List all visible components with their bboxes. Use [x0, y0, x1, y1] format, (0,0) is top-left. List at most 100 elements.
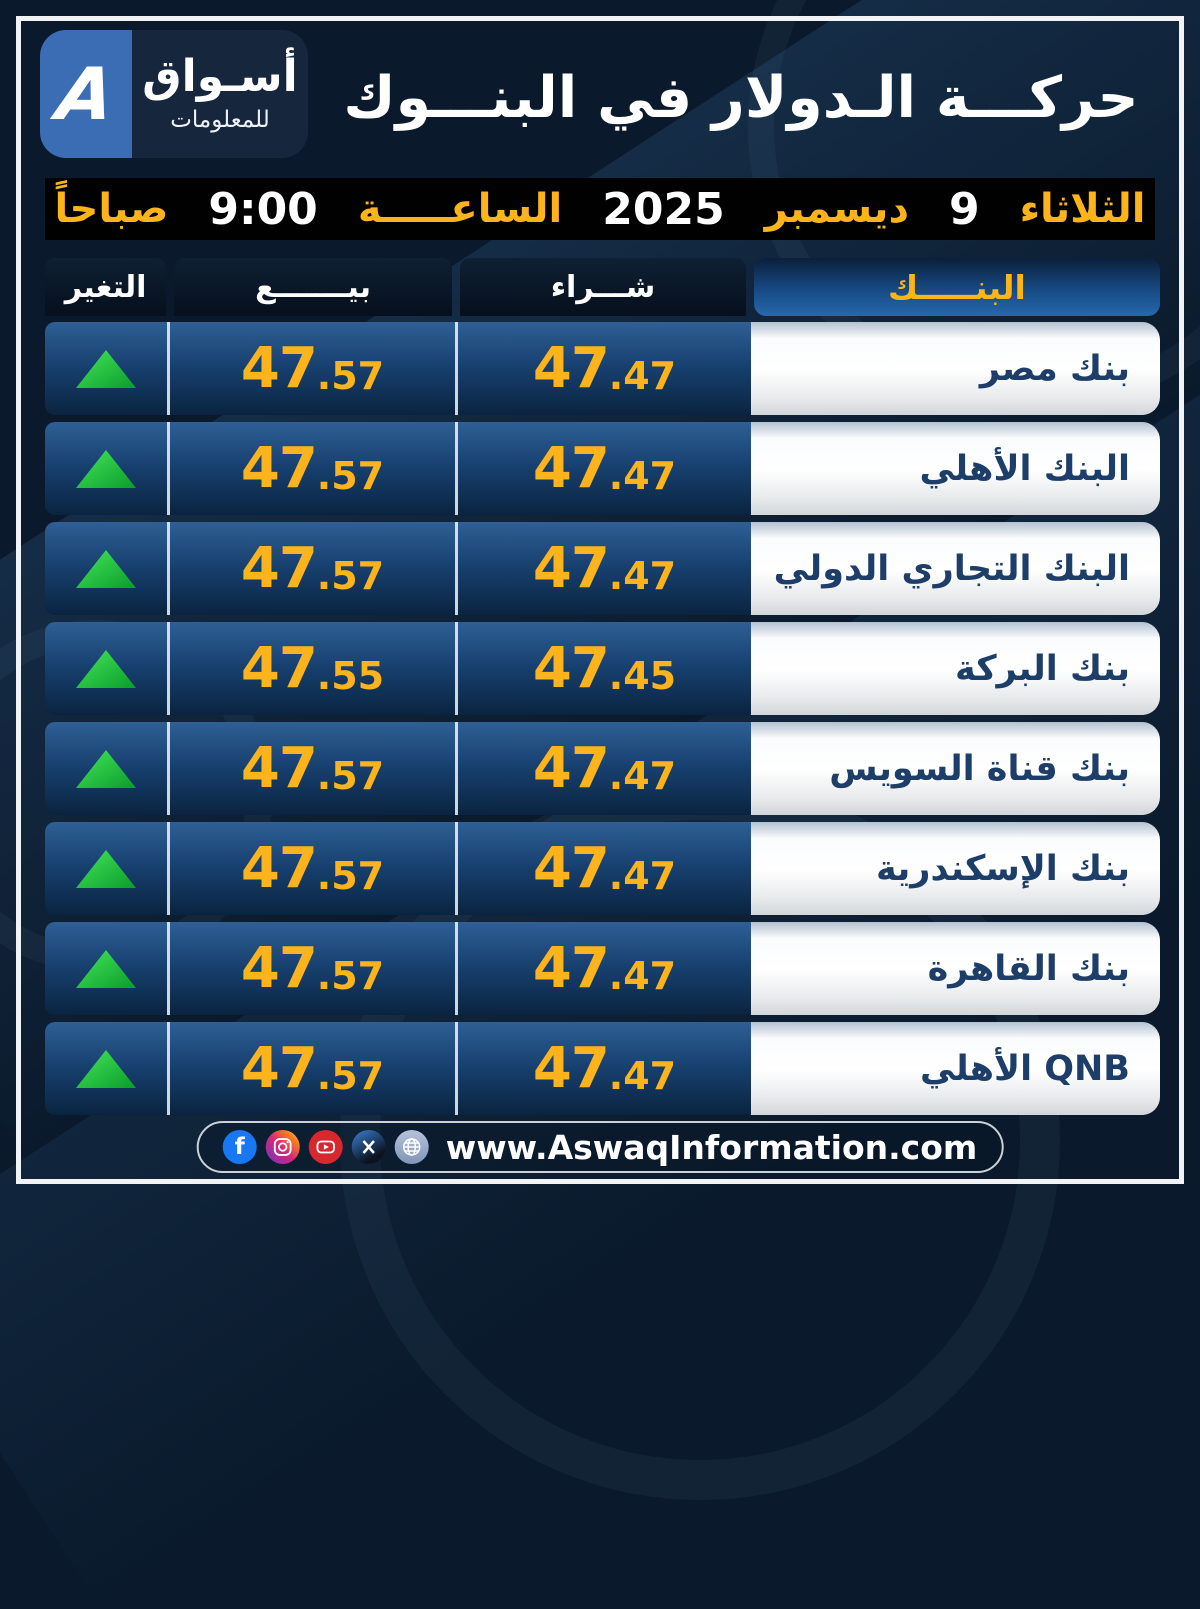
column-divider: [167, 322, 170, 415]
buy-price: 47.45: [533, 640, 677, 698]
buy-int: 47: [532, 335, 610, 401]
column-divider: [167, 922, 170, 1015]
website-url[interactable]: www.AswaqInformation.com: [445, 1127, 978, 1167]
column-divider: [455, 322, 458, 415]
buy-cell: 47.47: [458, 422, 751, 515]
bank-name: بنك القاهرة: [927, 948, 1130, 989]
date-year: 2025: [602, 183, 725, 235]
bank-cell: بنك قناة السويس: [751, 722, 1160, 815]
sell-int: 47: [240, 435, 318, 501]
column-divider: [455, 922, 458, 1015]
row-values-block: 47.57 47.47: [45, 922, 751, 1015]
sell-int: 47: [240, 335, 318, 401]
up-arrow-icon: [76, 949, 136, 988]
bank-name: بنك قناة السويس: [829, 748, 1130, 789]
header-change: التغير: [45, 258, 167, 316]
up-arrow-icon: [76, 849, 136, 888]
column-divider: [455, 522, 458, 615]
buy-cell: 47.47: [458, 522, 751, 615]
row-values-block: 47.57 47.47: [45, 522, 751, 615]
sell-dec: .57: [316, 453, 385, 498]
buy-dec: .47: [608, 1053, 677, 1098]
instagram-icon[interactable]: [265, 1130, 300, 1164]
globe-icon[interactable]: [394, 1130, 429, 1164]
up-arrow-icon: [76, 649, 136, 688]
buy-dec: .47: [608, 553, 677, 598]
facebook-icon[interactable]: f: [222, 1130, 257, 1164]
bank-cell: QNB الأهلي: [751, 1022, 1160, 1115]
sell-cell: 47.57: [170, 822, 455, 915]
bank-cell: بنك القاهرة: [751, 922, 1160, 1015]
table-row: 47.57 47.47 QNB الأهلي: [45, 1022, 1160, 1115]
buy-dec: .45: [608, 653, 677, 698]
sell-cell: 47.55: [170, 622, 455, 715]
youtube-icon[interactable]: [308, 1130, 343, 1164]
bank-name: البنك التجاري الدولي: [773, 548, 1130, 589]
x-icon[interactable]: [351, 1130, 386, 1164]
bank-cell: بنك الإسكندرية: [751, 822, 1160, 915]
up-arrow-icon: [76, 349, 136, 388]
change-cell: [45, 622, 167, 715]
buy-price: 47.47: [532, 935, 676, 1001]
sell-cell: 47.57: [170, 1022, 455, 1115]
buy-cell: 47.47: [458, 722, 751, 815]
sell-price: 47.55: [241, 640, 385, 698]
buy-int: 47: [532, 735, 610, 801]
table-row: 47.55 47.45 بنك البركة: [45, 622, 1160, 715]
buy-int: 47: [532, 935, 610, 1001]
header-buy: شـــراء: [460, 258, 746, 316]
date-day-number: 9: [948, 183, 980, 235]
column-divider: [455, 1022, 458, 1115]
logo-text: أسـواق للمعلومات: [132, 30, 308, 158]
buy-dec: .47: [608, 753, 677, 798]
column-divider: [167, 422, 170, 515]
sell-cell: 47.57: [170, 722, 455, 815]
bank-name: بنك مصر: [979, 348, 1130, 389]
table-row: 47.57 47.47 بنك الإسكندرية: [45, 822, 1160, 915]
bank-name: البنك الأهلي: [919, 448, 1130, 489]
buy-int: 47: [532, 835, 610, 901]
buy-dec: .47: [608, 853, 677, 898]
bank-cell: بنك مصر: [751, 322, 1160, 415]
logo-title: أسـواق: [142, 51, 298, 102]
bank-name: بنك الإسكندرية: [875, 848, 1130, 889]
change-cell: [45, 922, 167, 1015]
change-cell: [45, 822, 167, 915]
row-values-block: 47.57 47.47: [45, 422, 751, 515]
buy-int: 47: [532, 535, 610, 601]
table-row: 47.57 47.47 البنك الأهلي: [45, 422, 1160, 515]
column-divider: [167, 622, 170, 715]
bank-name: بنك البركة: [955, 648, 1130, 689]
buy-price: 47.47: [532, 335, 676, 401]
column-divider: [167, 722, 170, 815]
time-period: صباحاً: [54, 186, 169, 232]
row-values-block: 47.55 47.45: [45, 622, 751, 715]
change-cell: [45, 1022, 167, 1115]
sell-price: 47.57: [241, 740, 384, 797]
sell-price: 47.57: [241, 540, 384, 597]
buy-cell: 47.47: [458, 1022, 751, 1115]
sell-cell: 47.57: [170, 422, 455, 515]
sell-price: 47.57: [241, 840, 384, 897]
bank-cell: البنك الأهلي: [751, 422, 1160, 515]
buy-price: 47.47: [532, 535, 677, 601]
buy-cell: 47.45: [458, 622, 751, 715]
sell-int: 47: [240, 935, 318, 1001]
header-sell: بيـــــــع: [174, 258, 453, 316]
sell-dec: .57: [316, 353, 385, 398]
rows-container: 47.57 47.47 بنك مصر 47.57 47.47: [45, 322, 1160, 1115]
row-values-block: 47.57 47.47: [45, 1022, 751, 1115]
change-cell: [45, 722, 167, 815]
change-cell: [45, 322, 167, 415]
buy-price: 47.47: [532, 735, 677, 801]
sell-dec: .57: [316, 953, 385, 998]
date-day: الثلاثاء: [1019, 186, 1146, 232]
column-divider: [167, 822, 170, 915]
sell-dec: .55: [316, 653, 385, 698]
row-values-block: 47.57 47.47: [45, 822, 751, 915]
sell-cell: 47.57: [170, 522, 455, 615]
up-arrow-icon: [76, 549, 136, 588]
sell-dec: .57: [316, 1053, 385, 1098]
sell-price: 47.57: [241, 1040, 385, 1098]
